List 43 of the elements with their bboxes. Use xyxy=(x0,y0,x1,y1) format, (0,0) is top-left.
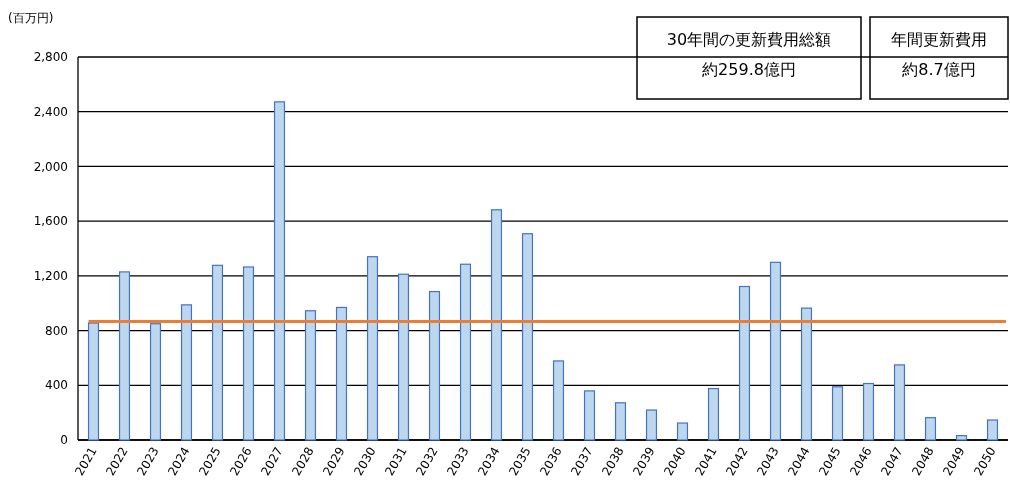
bar xyxy=(614,402,627,441)
bar xyxy=(242,266,255,441)
bar xyxy=(738,285,751,441)
bar xyxy=(862,382,875,441)
bar xyxy=(645,409,658,441)
bar xyxy=(304,310,317,441)
y-tick-label: 2,400 xyxy=(33,104,68,119)
bar xyxy=(893,364,906,441)
bar xyxy=(87,322,100,441)
bar xyxy=(118,271,131,441)
bar xyxy=(924,417,937,441)
bar xyxy=(397,273,410,441)
text: 30年間の更新費用総額 xyxy=(666,30,832,49)
y-tick-label: 0 xyxy=(60,433,68,448)
bar xyxy=(459,263,472,441)
y-tick-label: 2,000 xyxy=(33,159,68,174)
y-tick-label: 400 xyxy=(45,378,68,393)
bar xyxy=(180,304,193,441)
bar xyxy=(149,323,162,441)
bar xyxy=(800,307,813,441)
y-axis-title: (百万円) xyxy=(8,11,54,25)
y-tick-label: 2,800 xyxy=(33,50,68,65)
annotation: 約259.8億円 xyxy=(702,60,796,79)
bar xyxy=(211,264,224,441)
bar xyxy=(583,390,596,441)
bar xyxy=(986,419,999,441)
y-tick-label: 1,600 xyxy=(33,214,68,229)
y-tick-label: 1,200 xyxy=(33,269,68,284)
bar xyxy=(335,306,348,441)
bar xyxy=(428,290,441,441)
bar xyxy=(552,360,565,441)
bar xyxy=(769,261,782,441)
bar xyxy=(521,233,534,441)
annotation: 約8.7億円 xyxy=(902,60,976,79)
bar xyxy=(490,209,503,441)
bar xyxy=(366,256,379,441)
y-tick-label: 800 xyxy=(45,323,68,338)
bar xyxy=(273,101,286,441)
bar xyxy=(676,422,689,441)
bar xyxy=(707,387,720,441)
bar xyxy=(955,435,968,441)
text: 年間更新費用 xyxy=(891,30,987,49)
bar xyxy=(831,386,844,441)
